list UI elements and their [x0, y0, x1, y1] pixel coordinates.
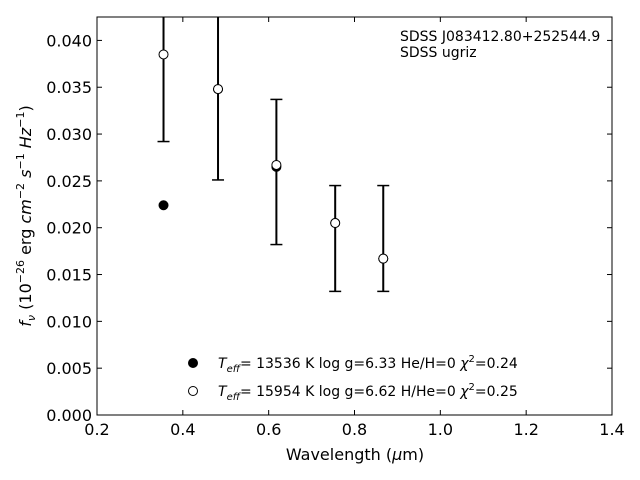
x-tick-label: 0.2 [84, 420, 109, 439]
legend-entry-2: Teff= 15954 K log g=6.62 H/He=0 χ2=0.25 [218, 382, 518, 403]
y-tick-label: 0.010 [46, 312, 92, 331]
model-point-open [271, 159, 282, 170]
model-point-open [158, 49, 169, 60]
annotation-object-name: SDSS J083412.80+252544.9 [400, 29, 600, 45]
x-tick-label: 0.4 [170, 420, 195, 439]
legend-marker-open [188, 386, 198, 396]
y-tick-label: 0.020 [46, 219, 92, 238]
x-axis: 0.2 0.4 0.6 0.8 1.0 1.2 1.4 [84, 17, 625, 439]
x-tick-label: 0.8 [342, 420, 367, 439]
model-point-open [330, 218, 341, 229]
y-axis: 0.000 0.005 0.010 0.015 0.020 0.025 0.030 0.035… [46, 31, 612, 425]
y-tick-label: 0.035 [46, 78, 92, 97]
x-tick-label: 1.4 [599, 420, 624, 439]
y-tick-label: 0.015 [46, 266, 92, 285]
model-point-open [213, 84, 224, 95]
y-tick-label: 0.005 [46, 359, 92, 378]
data-points [158, 49, 389, 264]
legend: Teff= 13536 K log g=6.33 He/H=0 χ2=0.24 … [188, 354, 518, 403]
x-tick-label: 0.6 [256, 420, 281, 439]
legend-entry-1: Teff= 13536 K log g=6.33 He/H=0 χ2=0.24 [218, 354, 518, 375]
y-tick-label: 0.040 [46, 31, 92, 50]
y-axis-label: fν (10−26 erg cm−2 s−1 Hz−1) [14, 105, 38, 326]
x-tick-label: 1.2 [513, 420, 538, 439]
y-tick-label: 0.030 [46, 125, 92, 144]
x-tick-label: 1.0 [428, 420, 453, 439]
model-point-open [378, 253, 389, 264]
annotation-filters: SDSS ugriz [400, 45, 477, 61]
model-point-filled [158, 200, 169, 211]
legend-marker-filled [188, 358, 198, 368]
y-tick-label: 0.000 [46, 406, 92, 425]
y-tick-label: 0.025 [46, 172, 92, 191]
error-bars [157, 17, 390, 293]
x-axis-label: Wavelength (μm) [286, 445, 424, 464]
